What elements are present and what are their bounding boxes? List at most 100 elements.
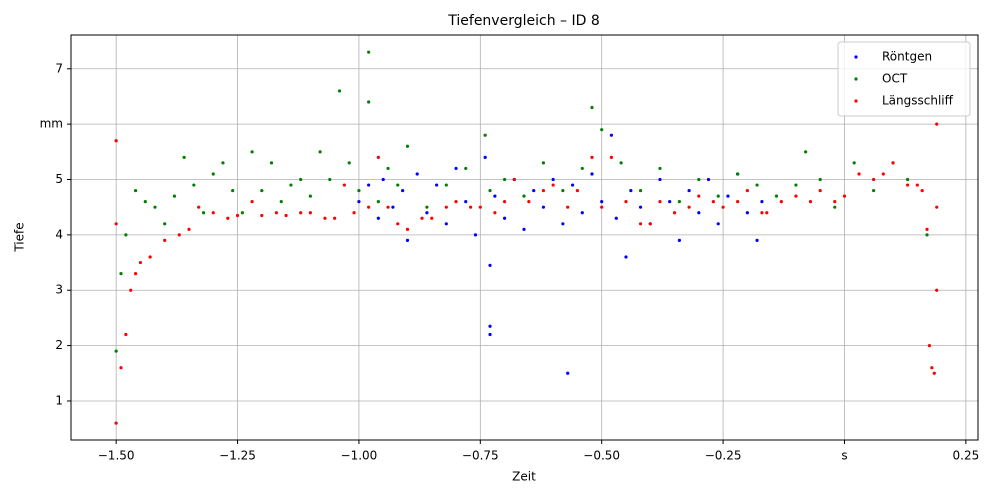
data-point	[114, 349, 118, 353]
data-point	[201, 211, 206, 215]
data-point	[274, 211, 278, 215]
data-point	[347, 161, 351, 165]
data-point	[153, 205, 157, 209]
data-point	[337, 89, 342, 93]
data-point	[687, 205, 691, 209]
data-point	[677, 238, 681, 243]
data-point	[512, 177, 516, 182]
data-point	[493, 211, 497, 215]
data-point	[697, 211, 701, 215]
data-point	[367, 100, 371, 104]
data-point	[177, 233, 181, 237]
data-point	[333, 216, 337, 220]
data-point	[745, 211, 749, 215]
y-tick-label: 7	[55, 61, 63, 75]
data-point	[760, 211, 764, 215]
data-point	[182, 155, 186, 159]
data-point	[454, 166, 458, 171]
x-tick-label: −1.25	[219, 449, 256, 463]
data-point	[163, 222, 167, 226]
data-point	[638, 205, 643, 209]
data-point	[415, 172, 419, 176]
data-point	[250, 150, 254, 154]
x-tick-label: −0.50	[583, 449, 620, 463]
data-point	[342, 183, 346, 187]
data-point	[716, 222, 720, 226]
data-point	[114, 222, 118, 226]
x-tick-label: −0.75	[462, 449, 499, 463]
data-point	[570, 183, 575, 187]
data-point	[925, 227, 929, 231]
data-point	[119, 366, 123, 370]
data-point	[668, 200, 672, 204]
data-point	[308, 194, 312, 198]
data-point	[624, 255, 628, 259]
data-point	[541, 188, 546, 193]
data-point	[614, 216, 618, 220]
data-point	[299, 211, 303, 215]
y-tick-label: 3	[55, 283, 63, 297]
data-point	[464, 200, 468, 204]
legend-box	[837, 41, 971, 117]
data-point	[323, 216, 327, 220]
data-point	[391, 205, 395, 209]
data-point	[522, 227, 526, 231]
data-point	[435, 183, 439, 187]
data-point	[872, 177, 876, 182]
data-point	[619, 161, 623, 165]
data-point	[376, 155, 380, 159]
data-point	[697, 194, 701, 198]
data-point	[405, 238, 410, 243]
data-point	[833, 200, 837, 204]
legend-marker	[854, 99, 858, 103]
data-point	[721, 205, 725, 209]
data-point	[852, 161, 856, 165]
data-point	[260, 188, 264, 193]
data-point	[279, 200, 283, 204]
data-point	[211, 211, 215, 215]
data-point	[818, 188, 822, 193]
data-point	[638, 222, 643, 226]
data-point	[124, 332, 128, 337]
data-point	[488, 324, 492, 328]
data-point	[697, 177, 701, 182]
data-point	[396, 222, 400, 226]
data-point	[357, 200, 361, 204]
legend-label: Röntgen	[882, 50, 932, 64]
data-point	[269, 161, 274, 165]
data-point	[872, 188, 876, 193]
x-tick-label: 0.25	[953, 449, 980, 463]
x-axis-label: Zeit	[512, 470, 536, 484]
data-point	[357, 188, 361, 193]
data-point	[609, 155, 614, 159]
data-point	[857, 172, 861, 176]
data-point	[502, 216, 507, 220]
data-point	[478, 205, 482, 209]
data-point	[488, 332, 492, 337]
data-point	[299, 177, 303, 182]
data-point	[927, 344, 932, 348]
data-point	[575, 188, 580, 193]
x-tick-label: −0.25	[705, 449, 742, 463]
data-point	[726, 194, 730, 198]
legend-marker	[854, 55, 858, 59]
data-point	[716, 194, 720, 198]
data-point	[328, 177, 332, 182]
data-point	[488, 263, 492, 267]
data-point	[235, 213, 240, 218]
data-point	[551, 177, 555, 182]
data-point	[240, 211, 244, 215]
data-point	[794, 183, 798, 187]
data-point	[114, 421, 118, 425]
data-point	[774, 194, 779, 198]
data-point	[765, 211, 769, 215]
data-point	[881, 172, 885, 176]
data-point	[430, 216, 434, 220]
data-point	[250, 200, 254, 204]
data-point	[367, 183, 371, 187]
data-point	[561, 222, 565, 226]
data-point	[401, 188, 405, 193]
data-point	[794, 194, 798, 198]
